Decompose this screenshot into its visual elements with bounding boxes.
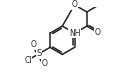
Text: O: O [95,28,101,37]
Text: O: O [30,40,36,49]
Text: Cl: Cl [24,56,32,65]
Text: S: S [36,49,41,58]
Text: O: O [41,59,47,68]
Text: NH: NH [69,29,80,38]
Text: O: O [72,0,78,9]
